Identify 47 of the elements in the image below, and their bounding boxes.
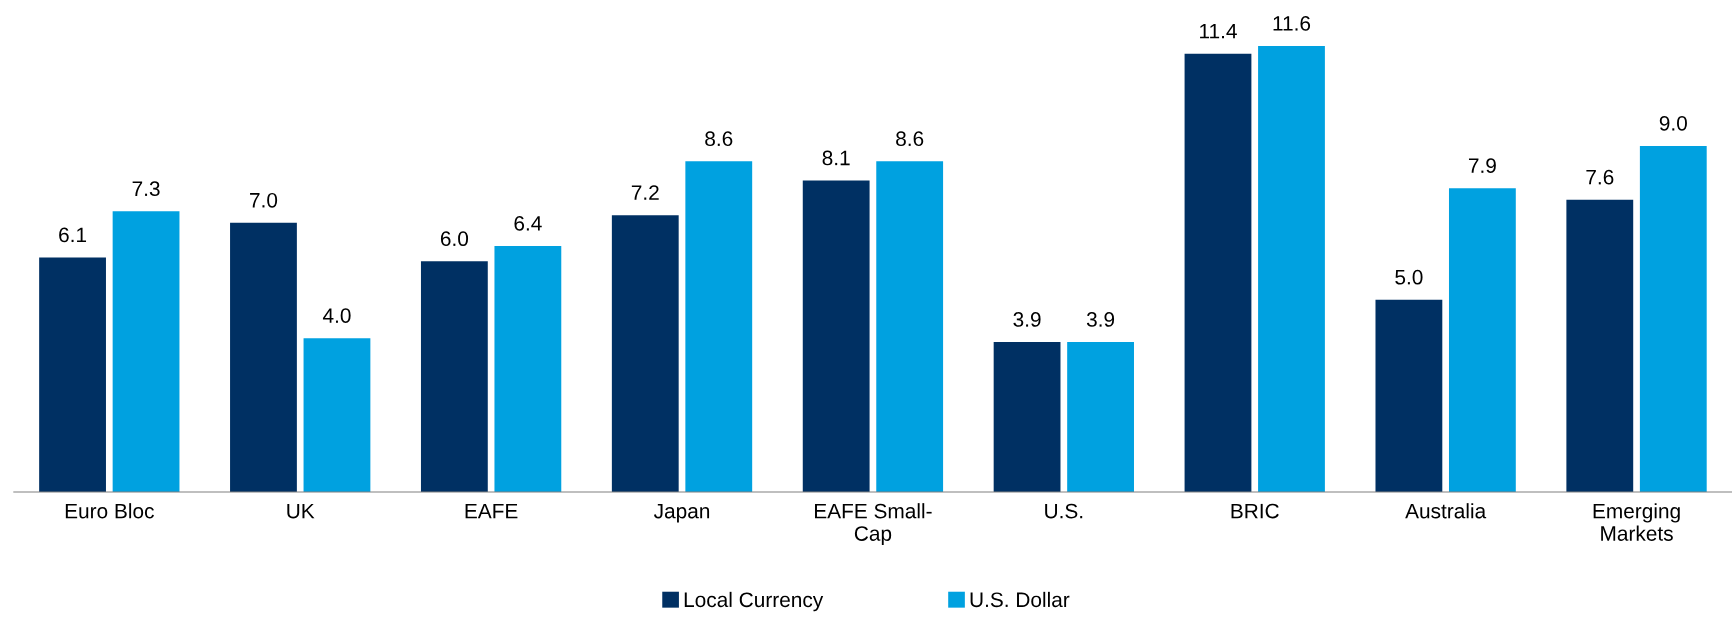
data-label: 6.1 [59,227,87,243]
data-label: 3.9 [1013,312,1041,327]
bar [1639,145,1707,493]
bar [1448,188,1516,493]
data-label: 7.6 [1586,169,1614,185]
x-tick-label: UK [287,503,315,519]
data-label: 7.2 [631,185,659,200]
data-label: 8.1 [822,150,850,166]
data-label: 3.9 [1086,312,1115,327]
x-tick-label: BRIC [1231,503,1279,519]
data-label: 7.3 [132,181,160,197]
bar [993,342,1061,493]
data-label: 9.0 [1659,115,1687,131]
data-label: 11.6 [1273,16,1311,31]
x-tick-label: Australia [1405,503,1487,519]
bar [1067,342,1134,493]
bar [494,245,562,493]
data-label: 11.4 [1200,23,1237,39]
data-label: 8.6 [705,131,733,147]
legend-label: U.S. Dollar [970,591,1070,608]
data-label: 7.0 [250,192,278,208]
bar [230,222,297,493]
bar [39,257,106,493]
bar [1375,299,1443,493]
x-tick-label: U.S. [1045,503,1083,519]
data-label: 7.9 [1468,158,1496,174]
data-label: 8.6 [896,131,924,147]
bar [112,211,180,493]
legend-label: Local Currency [684,591,824,612]
bar [303,338,371,493]
x-tick-label: EAFE [465,503,518,519]
data-label: 6.4 [514,215,542,231]
bar [1258,45,1325,493]
data-label: 6.0 [440,231,469,247]
data-label: 5.0 [1395,269,1423,285]
x-tick-label: Emerging Markets [1593,503,1680,541]
data-label: 4.0 [322,308,351,323]
x-tick-label: EAFE Small- Cap [815,503,932,545]
x-tick-label: Euro Bloc [65,503,154,519]
bar [1184,53,1252,493]
bar [876,161,944,493]
x-tick-label: Japan [653,503,710,523]
bar [1566,199,1634,493]
bar [420,261,488,493]
bar [611,215,679,493]
bar [802,180,870,493]
bar [685,161,753,493]
